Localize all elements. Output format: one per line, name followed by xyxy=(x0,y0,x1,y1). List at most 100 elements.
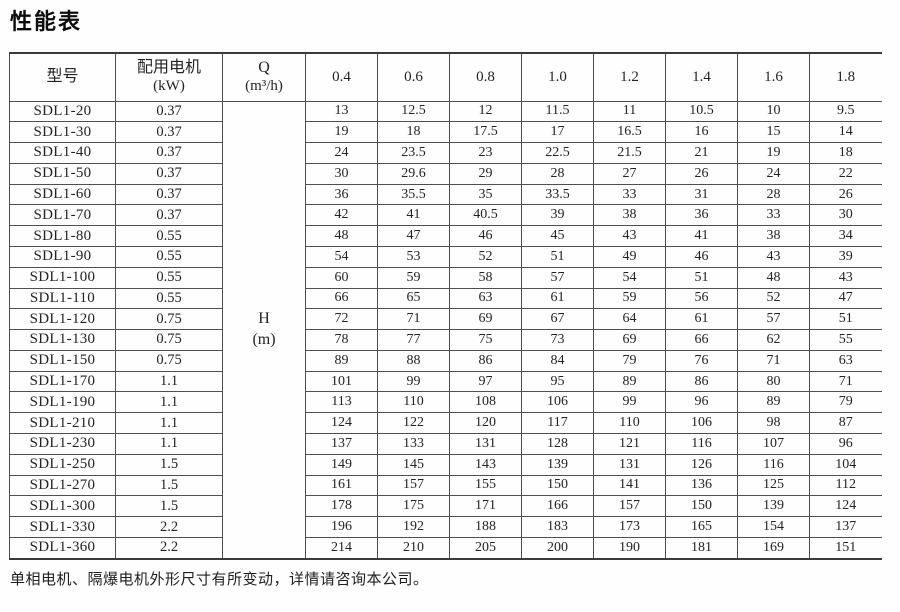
head-value-cell: 51 xyxy=(521,245,594,268)
motor-power-cell: 0.37 xyxy=(115,142,223,164)
model-cell: SDL1-250 xyxy=(9,453,116,476)
head-value-cell: 57 xyxy=(737,308,810,331)
head-value-cell: 76 xyxy=(665,349,738,372)
col-header-flow-1.6: 1.6 xyxy=(737,52,810,102)
head-value-cell: 73 xyxy=(521,329,594,351)
head-value-cell: 21.5 xyxy=(593,142,666,164)
head-value-cell: 60 xyxy=(305,266,378,289)
head-value-cell: 48 xyxy=(737,266,810,289)
table-row: SDL1-110 0.55 66 65 63 61 59 56 52 47 xyxy=(9,287,882,310)
head-value-cell: 28 xyxy=(737,183,810,206)
head-value-cell: 47 xyxy=(809,287,882,310)
head-value-cell: 188 xyxy=(449,516,522,538)
motor-power-cell: 0.55 xyxy=(115,287,223,310)
table-row: SDL1-50 0.37 30 29.6 29 28 27 26 24 22 xyxy=(9,162,882,185)
table-row: SDL1-170 1.1 101 99 97 95 89 86 80 71 xyxy=(9,370,882,393)
table-row: SDL1-270 1.5 161 157 155 150 141 136 125 112 xyxy=(9,474,882,497)
head-value-cell: 46 xyxy=(665,245,738,268)
motor-power-cell: 0.37 xyxy=(115,162,223,185)
head-value-cell: 38 xyxy=(593,204,666,227)
motor-power-cell: 0.55 xyxy=(115,225,223,247)
head-value-cell: 30 xyxy=(305,162,378,185)
head-value-cell: 166 xyxy=(521,495,594,518)
head-value-cell: 150 xyxy=(665,495,738,518)
motor-power-cell: 1.1 xyxy=(115,391,223,414)
head-value-cell: 58 xyxy=(449,266,522,289)
motor-power-cell: 1.5 xyxy=(115,495,223,518)
model-cell: SDL1-120 xyxy=(9,308,116,331)
table-row: SDL1-120 0.75 72 71 69 67 64 61 57 51 xyxy=(9,308,882,331)
col-header-flow-1.2: 1.2 xyxy=(593,52,666,102)
head-value-cell: 56 xyxy=(665,287,738,310)
head-value-cell: 101 xyxy=(305,370,378,393)
head-value-cell: 61 xyxy=(665,308,738,331)
table-row: SDL1-250 1.5 149 145 143 139 131 126 116 104 xyxy=(9,453,882,476)
table-row: SDL1-20 0.37 H (m) 13 12.5 12 11.5 11 10.5 10 9.5 xyxy=(9,100,882,560)
head-value-cell: 36 xyxy=(305,183,378,206)
motor-power-cell: 2.2 xyxy=(115,536,223,560)
head-value-cell: 106 xyxy=(521,391,594,414)
head-value-cell: 104 xyxy=(809,453,882,476)
table-row: SDL1-300 1.5 178 175 171 166 157 150 139 124 xyxy=(9,495,882,518)
head-value-cell: 69 xyxy=(449,308,522,331)
head-value-cell: 14 xyxy=(809,121,882,144)
head-value-cell: 107 xyxy=(737,433,810,455)
footnote: 单相电机、隔爆电机外形尺寸有所变动，详情请咨询本公司。 xyxy=(10,572,429,588)
head-value-cell: 112 xyxy=(809,474,882,497)
head-value-cell: 143 xyxy=(449,453,522,476)
head-value-cell: 196 xyxy=(305,516,378,538)
head-value-cell: 126 xyxy=(665,453,738,476)
head-value-cell: 137 xyxy=(809,516,882,538)
col-header-flow-0.6: 0.6 xyxy=(377,52,450,102)
head-value-cell: 71 xyxy=(377,308,450,331)
head-value-cell: 77 xyxy=(377,329,450,351)
model-cell: SDL1-60 xyxy=(9,183,116,206)
head-value-cell: 157 xyxy=(593,495,666,518)
model-cell: SDL1-70 xyxy=(9,204,116,227)
head-value-cell: 116 xyxy=(737,453,810,476)
head-value-cell: 122 xyxy=(377,412,450,434)
head-value-cell: 28 xyxy=(521,162,594,185)
model-cell: SDL1-270 xyxy=(9,474,116,497)
model-cell: SDL1-210 xyxy=(9,412,116,434)
head-value-cell: 173 xyxy=(593,516,666,538)
head-value-cell: 110 xyxy=(377,391,450,414)
col-header-motor-label: 配用电机 xyxy=(136,59,201,77)
head-value-cell: 200 xyxy=(521,536,594,560)
head-value-cell: 43 xyxy=(809,266,882,289)
head-value-cell: 43 xyxy=(593,225,666,247)
head-value-cell: 87 xyxy=(809,412,882,434)
head-value-cell: 61 xyxy=(521,287,594,310)
head-value-cell: 106 xyxy=(665,412,738,434)
head-value-cell: 55 xyxy=(809,329,882,351)
model-cell: SDL1-230 xyxy=(9,433,116,455)
motor-power-cell: 0.37 xyxy=(115,100,223,123)
head-value-cell: 96 xyxy=(809,433,882,455)
head-value-cell: 139 xyxy=(737,495,810,518)
model-cell: SDL1-100 xyxy=(9,266,116,289)
model-cell: SDL1-330 xyxy=(9,516,116,538)
head-value-cell: 97 xyxy=(449,370,522,393)
head-value-cell: 79 xyxy=(593,349,666,372)
head-value-cell: 11 xyxy=(593,100,666,123)
head-value-cell: 54 xyxy=(593,266,666,289)
table-row: SDL1-150 0.75 89 88 86 84 79 76 71 63 xyxy=(9,349,882,372)
head-value-cell: 192 xyxy=(377,516,450,538)
head-value-cell: 13 xyxy=(305,100,378,123)
col-header-flow-1.8: 1.8 xyxy=(809,52,882,102)
head-value-cell: 78 xyxy=(305,329,378,351)
head-value-cell: 139 xyxy=(521,453,594,476)
model-cell: SDL1-40 xyxy=(9,142,116,164)
head-value-cell: 12 xyxy=(449,100,522,123)
head-value-cell: 54 xyxy=(305,245,378,268)
table-row: SDL1-190 1.1 113 110 108 106 99 96 89 79 xyxy=(9,391,882,414)
head-value-cell: 71 xyxy=(737,349,810,372)
model-cell: SDL1-20 xyxy=(9,100,116,123)
model-cell: SDL1-150 xyxy=(9,349,116,372)
motor-power-cell: 1.1 xyxy=(115,412,223,434)
col-header-flow-0.4: 0.4 xyxy=(305,52,378,102)
head-value-cell: 27 xyxy=(593,162,666,185)
col-header-flow-unit: (m³/h) xyxy=(245,77,283,94)
head-value-cell: 16 xyxy=(665,121,738,144)
head-value-cell: 51 xyxy=(809,308,882,331)
